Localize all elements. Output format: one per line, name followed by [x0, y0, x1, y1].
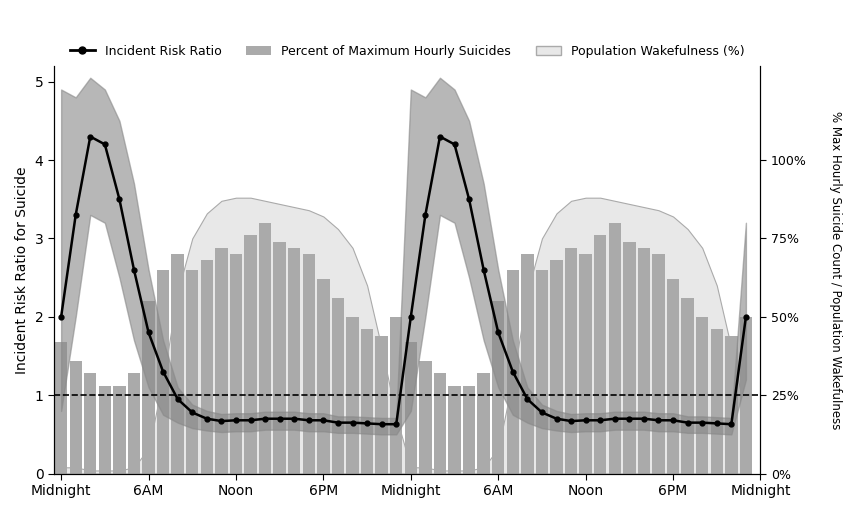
Bar: [201, 261, 213, 473]
Bar: [565, 248, 578, 473]
Bar: [725, 336, 738, 473]
Bar: [652, 254, 665, 473]
Bar: [128, 373, 141, 473]
Bar: [608, 223, 621, 473]
Bar: [317, 279, 330, 473]
Bar: [273, 242, 286, 473]
Bar: [477, 373, 490, 473]
Bar: [594, 235, 607, 473]
Bar: [623, 242, 636, 473]
Bar: [142, 301, 155, 473]
Bar: [171, 254, 184, 473]
Bar: [375, 336, 388, 473]
Bar: [405, 342, 417, 473]
Bar: [259, 223, 272, 473]
Bar: [550, 261, 563, 473]
Bar: [303, 254, 315, 473]
Bar: [99, 386, 111, 473]
Bar: [332, 298, 345, 473]
Bar: [434, 373, 446, 473]
Bar: [157, 270, 170, 473]
Bar: [506, 270, 519, 473]
Bar: [681, 298, 694, 473]
Bar: [740, 317, 752, 473]
Legend: Incident Risk Ratio, Percent of Maximum Hourly Suicides, Population Wakefulness : Incident Risk Ratio, Percent of Maximum …: [64, 40, 750, 63]
Bar: [448, 386, 461, 473]
Bar: [419, 361, 432, 473]
Bar: [186, 270, 199, 473]
Bar: [215, 248, 228, 473]
Bar: [288, 248, 301, 473]
Bar: [244, 235, 257, 473]
Bar: [536, 270, 548, 473]
Bar: [492, 301, 505, 473]
Bar: [361, 329, 374, 473]
Bar: [638, 248, 650, 473]
Bar: [230, 254, 243, 473]
Bar: [55, 342, 68, 473]
Bar: [346, 317, 359, 473]
Bar: [69, 361, 82, 473]
Bar: [667, 279, 680, 473]
Y-axis label: Incident Risk Ratio for Suicide: Incident Risk Ratio for Suicide: [15, 166, 29, 373]
Y-axis label: % Max Hourly Suicide Count / Population Wakefulness: % Max Hourly Suicide Count / Population …: [829, 111, 842, 429]
Bar: [696, 317, 709, 473]
Bar: [113, 386, 126, 473]
Bar: [463, 386, 476, 473]
Bar: [84, 373, 97, 473]
Bar: [710, 329, 723, 473]
Bar: [521, 254, 534, 473]
Bar: [390, 317, 403, 473]
Bar: [579, 254, 592, 473]
